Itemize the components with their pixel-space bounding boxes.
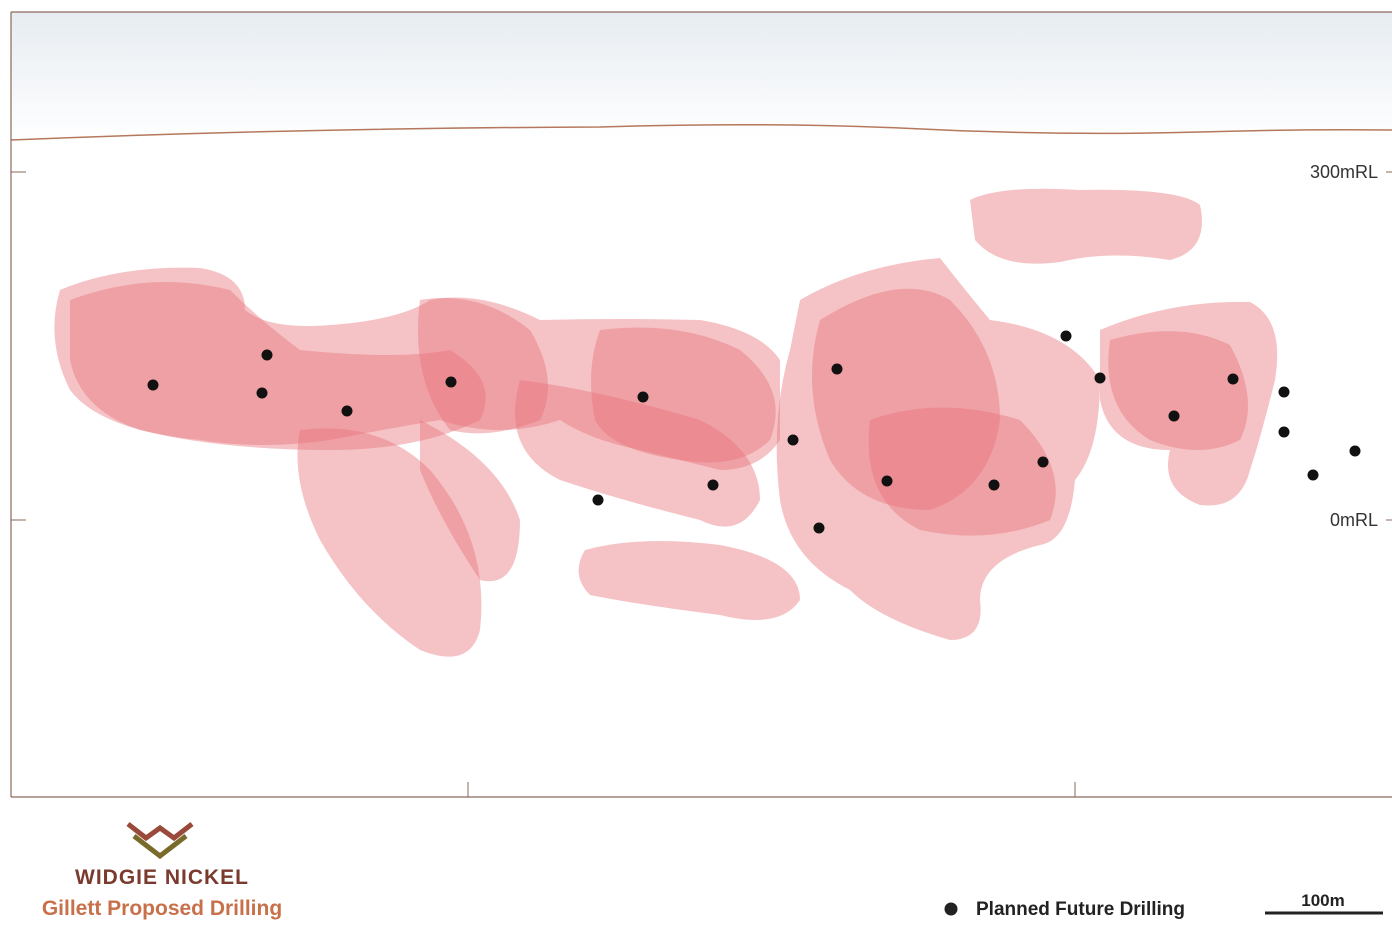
- ore-shell: [515, 380, 760, 527]
- ore-shell: [868, 407, 1056, 536]
- ore-shell: [420, 420, 520, 582]
- sky: [11, 12, 1392, 140]
- drill-hole: [831, 363, 843, 375]
- drill-hole: [261, 349, 273, 361]
- drill-hole: [1094, 372, 1106, 384]
- logo-mark: [126, 822, 194, 860]
- title: Gillett Proposed Drilling: [42, 897, 282, 920]
- drill-hole: [445, 376, 457, 388]
- ore-shell: [970, 188, 1202, 264]
- ore-shell: [1100, 301, 1278, 506]
- drill-hole: [1278, 386, 1290, 398]
- legend-marker: [944, 902, 958, 916]
- rl-label: 300mRL: [1310, 162, 1378, 182]
- drill-hole: [813, 522, 825, 534]
- drill-hole: [592, 494, 604, 506]
- ore-shell: [418, 298, 548, 434]
- drill-hole: [707, 479, 719, 491]
- ore-shell: [812, 288, 1000, 510]
- drill-hole: [787, 434, 799, 446]
- drill-hole: [1278, 426, 1290, 438]
- ore-shell: [776, 258, 1100, 640]
- ore-shell: [70, 282, 486, 450]
- logo-text: WIDGIE NICKEL: [75, 866, 249, 889]
- drill-hole: [1037, 456, 1049, 468]
- rl-label: 0mRL: [1330, 510, 1378, 530]
- ore-shell: [591, 327, 776, 463]
- ore-shell: [1108, 331, 1248, 450]
- drill-hole: [341, 405, 353, 417]
- drill-hole: [256, 387, 268, 399]
- legend-label: Planned Future Drilling: [976, 899, 1185, 920]
- drill-hole: [1349, 445, 1361, 457]
- drill-hole: [1168, 410, 1180, 422]
- logo-stroke: [132, 834, 188, 860]
- scale-bar-label: 100m: [1301, 891, 1344, 910]
- drill-hole: [1227, 373, 1239, 385]
- drill-hole: [1060, 330, 1072, 342]
- logo-stroke: [126, 822, 194, 842]
- drill-hole: [147, 379, 159, 391]
- ore-shell: [578, 541, 800, 620]
- topography-line: [10, 123, 1392, 141]
- drill-hole: [637, 391, 649, 403]
- mineralisation-shells: [54, 188, 1278, 657]
- drill-hole: [1307, 469, 1319, 481]
- ore-shell: [297, 428, 482, 657]
- drill-holes: [147, 330, 1361, 534]
- ore-shell: [54, 267, 780, 470]
- drill-hole: [988, 479, 1000, 491]
- drill-hole: [881, 475, 893, 487]
